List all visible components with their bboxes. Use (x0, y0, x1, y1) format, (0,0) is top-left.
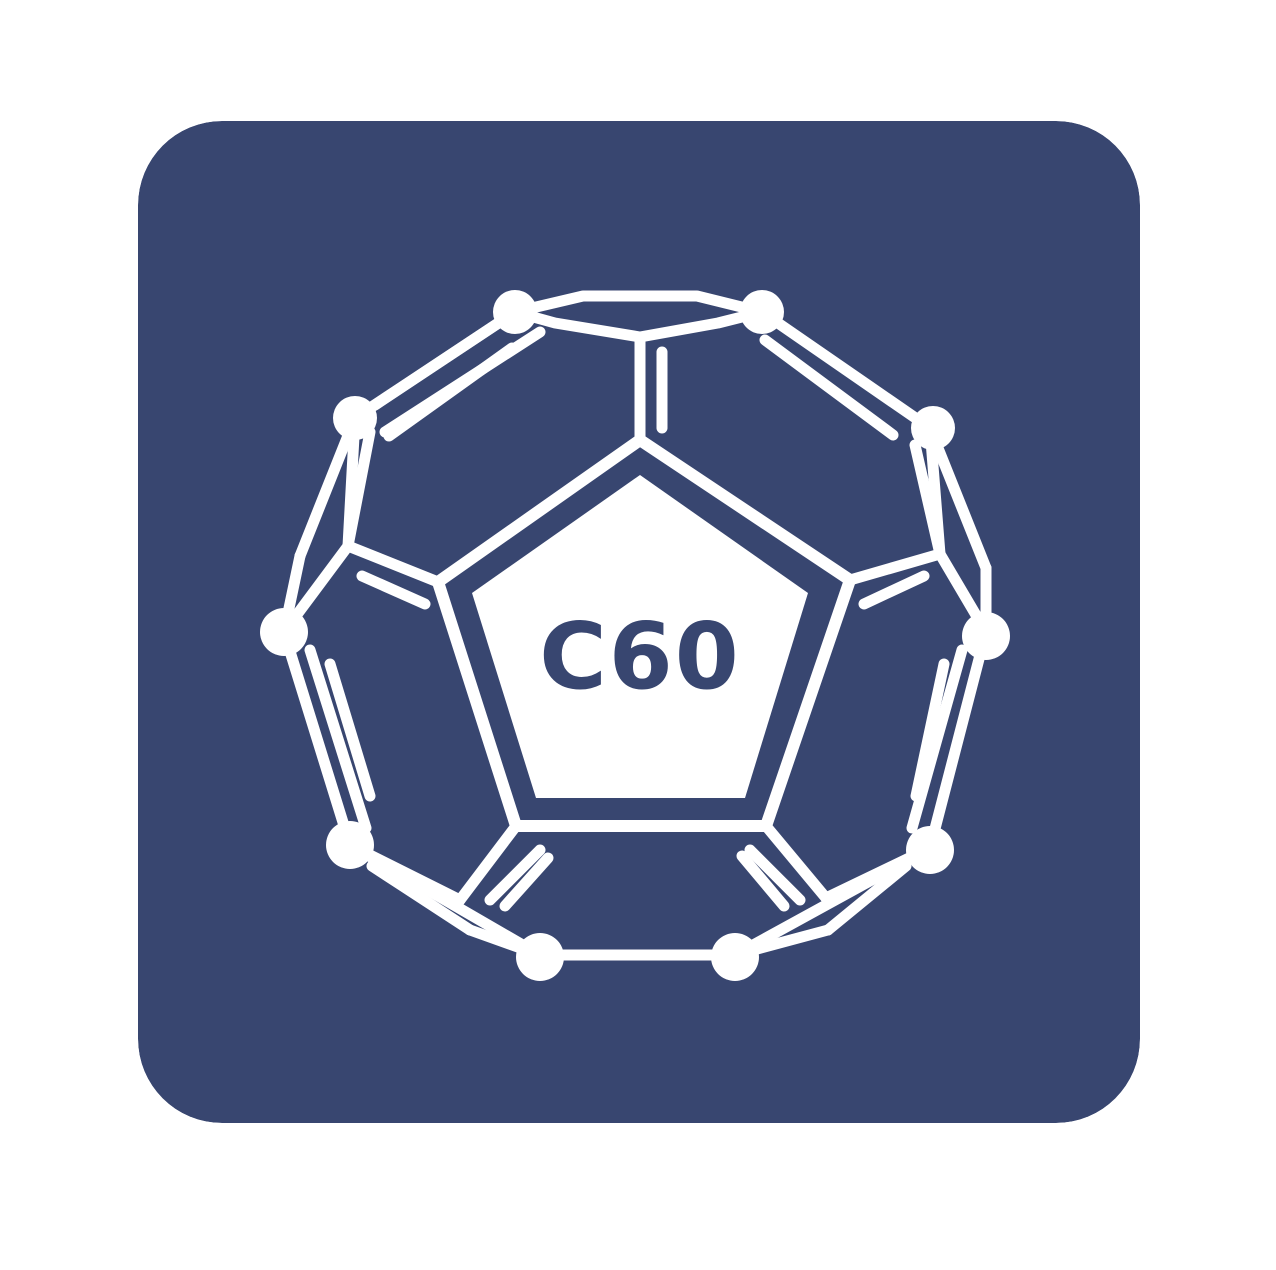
fullerene-molecule-icon: C60 (138, 121, 1140, 1123)
logo-label: C60 (539, 603, 741, 710)
inner-pentagon (472, 475, 808, 798)
atoms (260, 290, 1010, 981)
c60-app-icon: C60 (138, 121, 1140, 1123)
inner-pentagon-ring (432, 434, 856, 832)
